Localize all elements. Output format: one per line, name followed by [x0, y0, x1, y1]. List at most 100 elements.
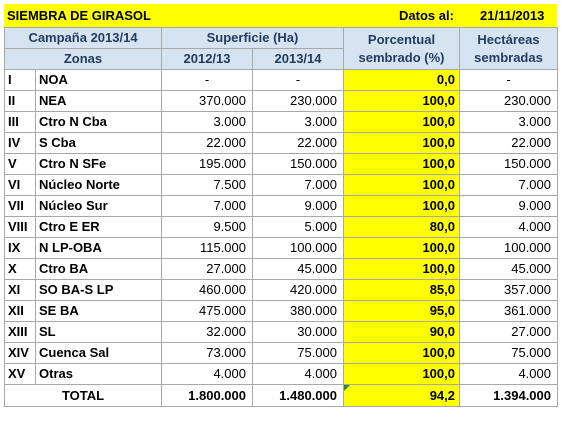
percent-sown: 100,0 — [343, 195, 460, 217]
zone-name: SE BA — [35, 300, 162, 322]
percent-sown: 100,0 — [343, 363, 460, 385]
percent-sown: 95,0 — [343, 300, 460, 322]
table-row: XV Otras 4.000 4.000 100,0 4.000 — [4, 363, 558, 385]
hectares-sown: 150.000 — [459, 153, 558, 175]
hectares-sown: 361.000 — [459, 300, 558, 322]
zone-name: S Cba — [35, 132, 162, 154]
percent-sown: 100,0 — [343, 237, 460, 259]
table-row: XI SO BA-S LP 460.000 420.000 85,0 357.000 — [4, 279, 558, 301]
surface-2012-13: 4.000 — [161, 363, 253, 385]
zone-name: Ctro N SFe — [35, 153, 162, 175]
zone-name: NOA — [35, 69, 162, 91]
zone-name: SL — [35, 321, 162, 343]
surface-2012-13: 9.500 — [161, 216, 253, 238]
hectares-sown: 45.000 — [459, 258, 558, 280]
zone-code: IX — [4, 237, 36, 259]
table-row: X Ctro BA 27.000 45.000 100,0 45.000 — [4, 258, 558, 280]
total-year-a: 1.800.000 — [161, 384, 253, 407]
surface-2013-14: 7.000 — [252, 174, 344, 196]
surface-2013-14: 150.000 — [252, 153, 344, 175]
table-row: V Ctro N SFe 195.000 150.000 100,0 150.000 — [4, 153, 558, 175]
date-value: 21/11/2013 — [480, 8, 545, 23]
surface-2012-13: 370.000 — [161, 90, 253, 112]
percent-sown: 100,0 — [343, 111, 460, 133]
percent-sown: 80,0 — [343, 216, 460, 238]
hectares-sown: 4.000 — [459, 363, 558, 385]
surface-2013-14: 380.000 — [252, 300, 344, 322]
hectares-sown: 7.000 — [459, 174, 558, 196]
table-row: VI Núcleo Norte 7.500 7.000 100,0 7.000 — [4, 174, 558, 196]
percent-sown: 100,0 — [343, 132, 460, 154]
percent-sown: 100,0 — [343, 153, 460, 175]
surface-2012-13: 115.000 — [161, 237, 253, 259]
total-label: TOTAL — [4, 384, 162, 407]
table-row: XIII SL 32.000 30.000 90,0 27.000 — [4, 321, 558, 343]
table-row: I NOA - -0,0- — [4, 69, 558, 91]
zone-name: Ctro BA — [35, 258, 162, 280]
table-row: II NEA 370.000 230.000 100,0 230.000 — [4, 90, 558, 112]
hectares-sown: 22.000 — [459, 132, 558, 154]
surface-2013-14: - — [252, 69, 344, 91]
table-row: VIII Ctro E ER 9.500 5.000 80,0 4.000 — [4, 216, 558, 238]
percent-sown: 100,0 — [343, 174, 460, 196]
zone-code: XIII — [4, 321, 36, 343]
zone-code: XV — [4, 363, 36, 385]
header-row-1: Campaña 2013/14 Superficie (Ha) Porcentu… — [4, 27, 558, 70]
hectares-sown: 75.000 — [459, 342, 558, 364]
zone-code: VII — [4, 195, 36, 217]
surface-2012-13: 460.000 — [161, 279, 253, 301]
surface-2013-14: 4.000 — [252, 363, 344, 385]
percent-sown: 100,0 — [343, 258, 460, 280]
percent-sown: 100,0 — [343, 90, 460, 112]
percent-sown: 100,0 — [343, 342, 460, 364]
title-banner: SIEMBRA DE GIRASOL Datos al: 21/11/2013 — [4, 4, 557, 27]
zone-name: SO BA-S LP — [35, 279, 162, 301]
hectares-sown: 3.000 — [459, 111, 558, 133]
zone-code: I — [4, 69, 36, 91]
surface-2012-13: 22.000 — [161, 132, 253, 154]
hectares-sown: 27.000 — [459, 321, 558, 343]
table-row: IV S Cba 22.000 22.000 100,0 22.000 — [4, 132, 558, 154]
hectares-header: Hectáreas sembradas — [459, 27, 558, 70]
zone-code: IV — [4, 132, 36, 154]
surface-2012-13: 7.500 — [161, 174, 253, 196]
zone-code: XI — [4, 279, 36, 301]
surface-2013-14: 100.000 — [252, 237, 344, 259]
surface-2013-14: 9.000 — [252, 195, 344, 217]
campaign-header: Campaña 2013/14 — [4, 27, 162, 49]
zone-name: Núcleo Norte — [35, 174, 162, 196]
surface-2012-13: 3.000 — [161, 111, 253, 133]
zone-code: II — [4, 90, 36, 112]
surface-2012-13: - — [161, 69, 253, 91]
hectares-sown: 357.000 — [459, 279, 558, 301]
zone-name: Ctro N Cba — [35, 111, 162, 133]
surface-2013-14: 420.000 — [252, 279, 344, 301]
comment-indicator — [344, 385, 350, 391]
table-body: I NOA - -0,0- II NEA 370.000 230.000 100,0 230.00… — [4, 69, 558, 385]
table-row: XIV Cuenca Sal 73.000 75.000 100,0 75.000 — [4, 342, 558, 364]
zone-code: X — [4, 258, 36, 280]
surface-2012-13: 7.000 — [161, 195, 253, 217]
pct-header: Porcentual sembrado (%) — [343, 27, 460, 70]
zone-name: Cuenca Sal — [35, 342, 162, 364]
zone-code: VIII — [4, 216, 36, 238]
total-hectares: 1.394.000 — [459, 384, 558, 407]
hectares-sown: 9.000 — [459, 195, 558, 217]
hectares-sown: - — [459, 69, 558, 91]
date-label: Datos al: — [399, 8, 454, 23]
sunflower-planting-table: Campaña 2013/14 Superficie (Ha) Porcentu… — [4, 27, 558, 407]
zone-code: XII — [4, 300, 36, 322]
table-row: III Ctro N Cba 3.000 3.000 100,0 3.000 — [4, 111, 558, 133]
surface-2013-14: 5.000 — [252, 216, 344, 238]
zone-code: XIV — [4, 342, 36, 364]
zones-header: Zonas — [4, 48, 162, 70]
hectares-sown: 4.000 — [459, 216, 558, 238]
percent-sown: 90,0 — [343, 321, 460, 343]
surface-2012-13: 475.000 — [161, 300, 253, 322]
surface-2012-13: 27.000 — [161, 258, 253, 280]
total-year-b: 1.480.000 — [252, 384, 344, 407]
table-row: VII Núcleo Sur 7.000 9.000 100,0 9.000 — [4, 195, 558, 217]
report-title: SIEMBRA DE GIRASOL — [7, 8, 151, 23]
percent-sown: 85,0 — [343, 279, 460, 301]
hectares-sown: 100.000 — [459, 237, 558, 259]
